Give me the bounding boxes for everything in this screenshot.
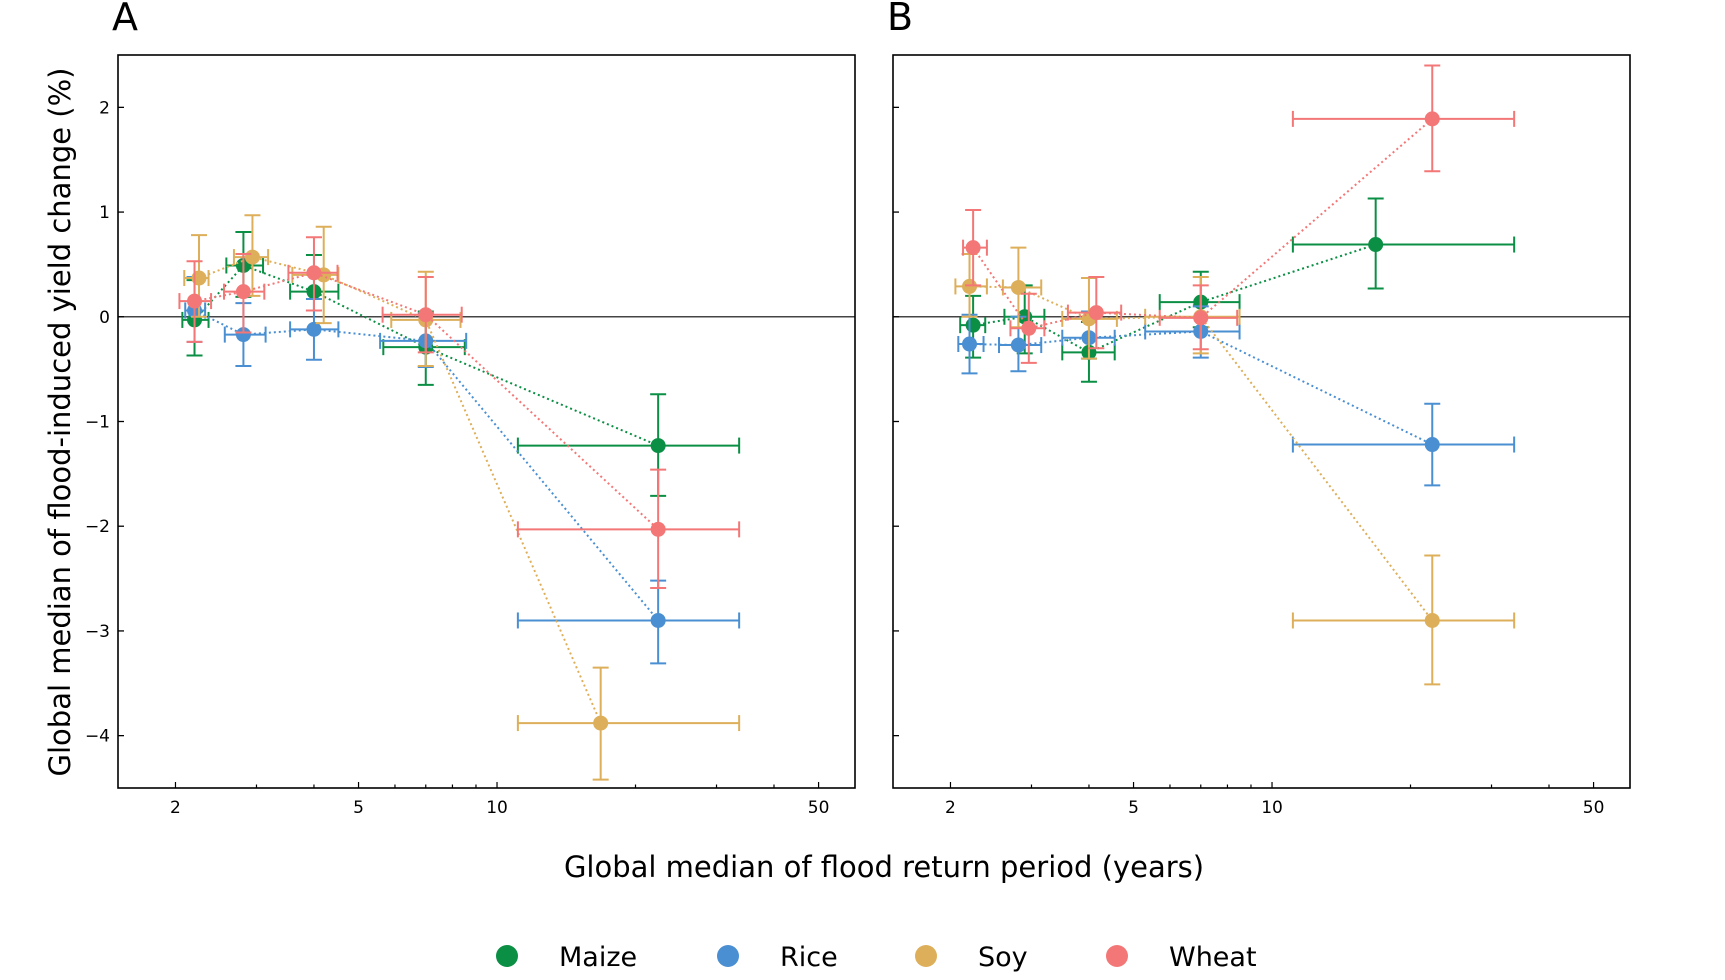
x-tick-label: 50: [1583, 798, 1605, 818]
x-tick-label: 10: [1261, 798, 1283, 818]
data-point-group: [223, 252, 266, 334]
series-maize: [959, 197, 1516, 383]
data-point: [418, 307, 434, 323]
data-point-group: [516, 393, 741, 497]
panel-A: A −4 −3 −2 −1 0 1 2 2 5 10 50: [85, 0, 856, 818]
legend: Maize Rice Soy Wheat: [496, 942, 1257, 973]
data-point: [1368, 237, 1384, 253]
data-point: [1424, 612, 1440, 628]
data-point: [1424, 111, 1440, 127]
data-point: [1088, 305, 1104, 321]
x-tick-label: 5: [1128, 798, 1139, 818]
data-point-group: [1291, 402, 1516, 487]
data-point-group: [1009, 292, 1046, 364]
data-point-group: [516, 579, 741, 665]
y-tick-label: −2: [85, 517, 110, 537]
data-point: [235, 327, 251, 343]
data-point: [244, 249, 260, 265]
legend-item-rice: Rice: [717, 942, 838, 973]
legend-item-maize: Maize: [496, 942, 637, 973]
legend-marker: [1106, 945, 1128, 967]
data-point-group: [381, 275, 463, 354]
legend-label: Soy: [978, 942, 1028, 973]
x-tick-label: 2: [170, 798, 181, 818]
panel-label: A: [112, 0, 138, 39]
data-point-group: [287, 236, 339, 312]
data-point: [235, 284, 251, 300]
legend-item-wheat: Wheat: [1106, 942, 1257, 973]
y-tick-label: 1: [99, 203, 110, 223]
x-axis-label: Global median of flood return period (ye…: [564, 850, 1204, 884]
legend-marker: [915, 945, 937, 967]
data-point-group: [178, 260, 213, 343]
data-point: [965, 317, 981, 333]
data-point-group: [516, 666, 741, 781]
data-point: [1010, 279, 1026, 295]
legend-label: Wheat: [1169, 942, 1257, 973]
y-tick-label: 2: [99, 98, 110, 118]
series-connector-line: [972, 118, 1433, 330]
series-rice: [957, 305, 1516, 487]
series-soy: [954, 246, 1516, 686]
series-soy: [183, 214, 741, 781]
legend-label: Maize: [559, 942, 637, 973]
data-point-group: [1158, 284, 1239, 351]
plot-frame: [892, 54, 1631, 789]
y-tick-label: −4: [85, 727, 110, 747]
series-connector-line: [972, 243, 1376, 354]
x-tick-label: 50: [808, 798, 830, 818]
data-point: [306, 265, 322, 281]
data-point: [187, 293, 203, 309]
data-point: [306, 321, 322, 337]
y-tick-label: −1: [85, 413, 110, 433]
data-point: [1424, 437, 1440, 453]
plot-frame: [117, 54, 856, 789]
series-wheat: [962, 64, 1516, 364]
data-point: [650, 521, 666, 537]
legend-marker: [717, 945, 739, 967]
panel-label: B: [887, 0, 913, 39]
data-point: [965, 240, 981, 256]
data-point: [962, 278, 978, 294]
data-point: [962, 336, 978, 352]
legend-label: Rice: [780, 942, 838, 973]
data-point-group: [516, 468, 741, 589]
data-point-group: [957, 313, 985, 375]
x-tick-label: 10: [486, 798, 508, 818]
data-point: [1010, 337, 1026, 353]
legend-item-soy: Soy: [915, 942, 1028, 973]
data-point-group: [1066, 275, 1123, 350]
x-tick-label: 2: [945, 798, 956, 818]
data-point-group: [232, 214, 270, 297]
y-axis-label: Global median of flood-induced yield cha…: [43, 68, 77, 777]
y-tick-label: −3: [85, 622, 110, 642]
data-point-group: [223, 302, 267, 368]
panel-B: B 2 5 10 50: [887, 0, 1631, 818]
series-wheat: [178, 236, 741, 589]
data-point-group: [1291, 554, 1516, 686]
data-point: [650, 438, 666, 454]
legend-marker: [496, 945, 518, 967]
x-tick-label: 5: [353, 798, 364, 818]
series-connector-line: [198, 256, 602, 724]
data-point: [650, 612, 666, 628]
data-point: [1021, 320, 1037, 336]
data-point-group: [1291, 197, 1516, 290]
series-maize: [181, 230, 741, 497]
data-point-group: [1291, 64, 1516, 173]
data-point: [1193, 310, 1209, 326]
data-point: [593, 715, 609, 731]
data-point-group: [1001, 246, 1043, 329]
data-point-group: [962, 208, 988, 287]
y-tick-label: 0: [99, 308, 110, 328]
